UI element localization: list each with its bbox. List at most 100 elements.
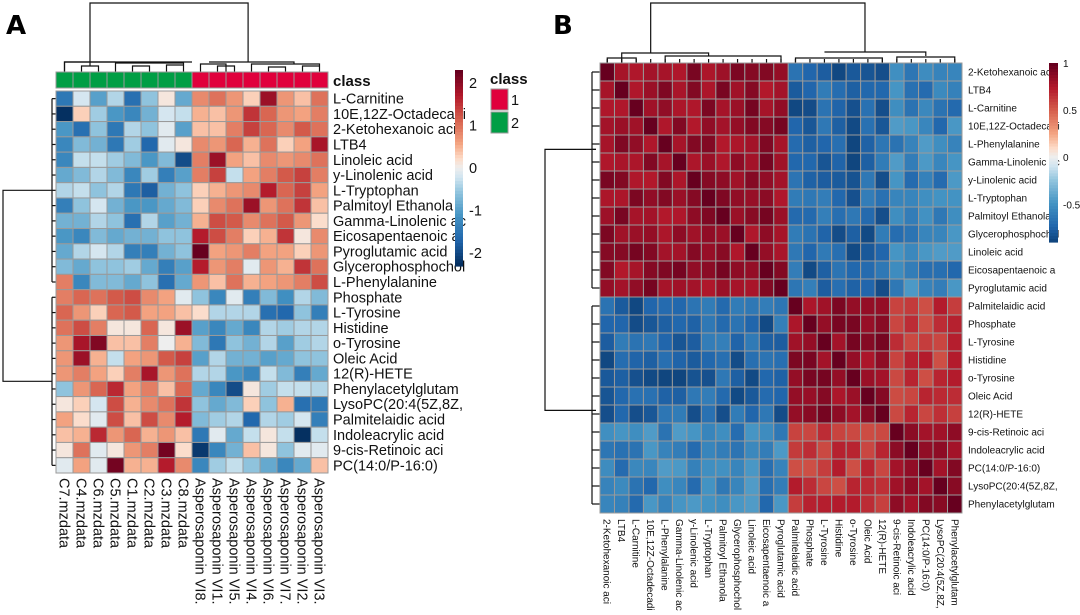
heatmap-cell (208, 243, 227, 260)
heatmap-cell (860, 404, 876, 424)
heatmap-cell (686, 476, 702, 496)
column-label: L-Tryptophan (702, 519, 713, 578)
column-label: Phenylacetylglutam (948, 519, 959, 606)
heatmap-cell (613, 206, 630, 226)
heatmap-cell (259, 334, 278, 352)
colorbar-segment (455, 158, 463, 163)
heatmap-cell (599, 62, 615, 82)
heatmap-cell (106, 304, 125, 321)
heatmap-cell (293, 319, 312, 336)
heatmap-cell (259, 151, 278, 168)
heatmap-cell (918, 404, 934, 424)
heatmap-cell (208, 228, 227, 245)
heatmap-cell (123, 182, 142, 199)
heatmap-cell (889, 422, 905, 442)
heatmap-cell (599, 494, 615, 514)
heatmap-cell (225, 105, 244, 123)
heatmap-cell (140, 319, 159, 336)
heatmap-cell (657, 80, 673, 100)
heatmap-cell (715, 440, 731, 460)
heatmap-cell (89, 411, 108, 428)
heatmap-cell (242, 121, 261, 138)
heatmap-cell (787, 314, 804, 334)
heatmap-cell (599, 422, 615, 442)
dendrogram-branch (80, 65, 100, 72)
heatmap-cell (831, 494, 847, 514)
heatmap-cell (140, 365, 159, 382)
class-annotation-cell (276, 71, 295, 89)
heatmap-cell (845, 242, 862, 262)
heatmap-cell (773, 170, 789, 190)
heatmap-cell (874, 134, 891, 154)
heatmap-cell (89, 197, 108, 214)
heatmap-cell (72, 182, 91, 199)
heatmap-cell (729, 224, 746, 244)
heatmap-cell (106, 197, 125, 214)
heatmap-cell (106, 136, 125, 153)
heatmap-cell (276, 426, 295, 443)
heatmap-cell (932, 494, 949, 514)
heatmap-cell (889, 494, 905, 514)
heatmap-cell (72, 273, 91, 291)
colorbar-segment (455, 109, 463, 114)
heatmap-cell (729, 440, 746, 460)
heatmap-cell (599, 98, 615, 118)
row-label: Phosphate (968, 320, 1016, 331)
colorbar-segment (455, 115, 463, 120)
heatmap-cell (787, 260, 804, 280)
heatmap-cell (55, 243, 74, 260)
heatmap-cell (903, 224, 920, 244)
colorbar-segment (455, 184, 463, 189)
row-label: Palmitoyl Ethanola (968, 212, 1051, 223)
colorbar-tick-label: 1 (1063, 59, 1069, 70)
heatmap-cell (208, 258, 227, 275)
heatmap-cell (225, 228, 244, 245)
heatmap-cell (889, 350, 905, 370)
heatmap-cell (889, 260, 905, 280)
heatmap-cell (729, 278, 746, 298)
colorbar-segment (1049, 239, 1058, 243)
row-label: Oleic Acid (333, 351, 397, 367)
heatmap-cell (89, 228, 108, 245)
heatmap-cell (208, 380, 227, 398)
heatmap-cell (259, 426, 278, 443)
heatmap-cell (671, 188, 688, 208)
heatmap-cell (174, 411, 193, 428)
heatmap-cell (744, 332, 760, 352)
colorbar-segment (1049, 158, 1058, 163)
heatmap-cell (208, 319, 227, 336)
heatmap-cell (174, 273, 193, 291)
heatmap-cell (208, 350, 227, 367)
heatmap-cell (89, 151, 108, 168)
heatmap-cell (802, 368, 818, 388)
heatmap-cell (225, 426, 244, 443)
heatmap-cell (225, 334, 244, 352)
heatmap-cell (903, 80, 920, 100)
heatmap-cell (106, 90, 125, 107)
colorbar-segment (455, 236, 463, 241)
row-label: Gamma-Linolenic ac (333, 214, 466, 230)
heatmap-cell (72, 243, 91, 260)
colorbar-segment (455, 138, 463, 143)
heatmap-cell (191, 90, 210, 107)
heatmap-cell (947, 368, 963, 388)
heatmap-cell (903, 458, 920, 478)
heatmap-cell (860, 224, 876, 244)
colorbar-segment (1049, 218, 1058, 222)
heatmap-cell (242, 151, 261, 168)
heatmap-cell (174, 90, 193, 107)
heatmap-cell (729, 98, 746, 118)
heatmap-cell (140, 334, 159, 352)
heatmap-cell (140, 304, 159, 321)
heatmap-cell (845, 494, 862, 514)
heatmap-cell (729, 188, 746, 208)
colorbar-segment (455, 132, 463, 136)
heatmap-cell (831, 278, 847, 298)
heatmap-cell (889, 188, 905, 208)
column-labels-a: C7.mzdata C4.mzdata C6.mzdata C5.mzdata C1.m… (56, 478, 327, 605)
heatmap-cell (140, 121, 159, 138)
heatmap-cell (947, 440, 963, 460)
heatmap-cell (831, 368, 847, 388)
heatmap-cell (140, 441, 159, 459)
heatmap-cell (276, 90, 295, 107)
